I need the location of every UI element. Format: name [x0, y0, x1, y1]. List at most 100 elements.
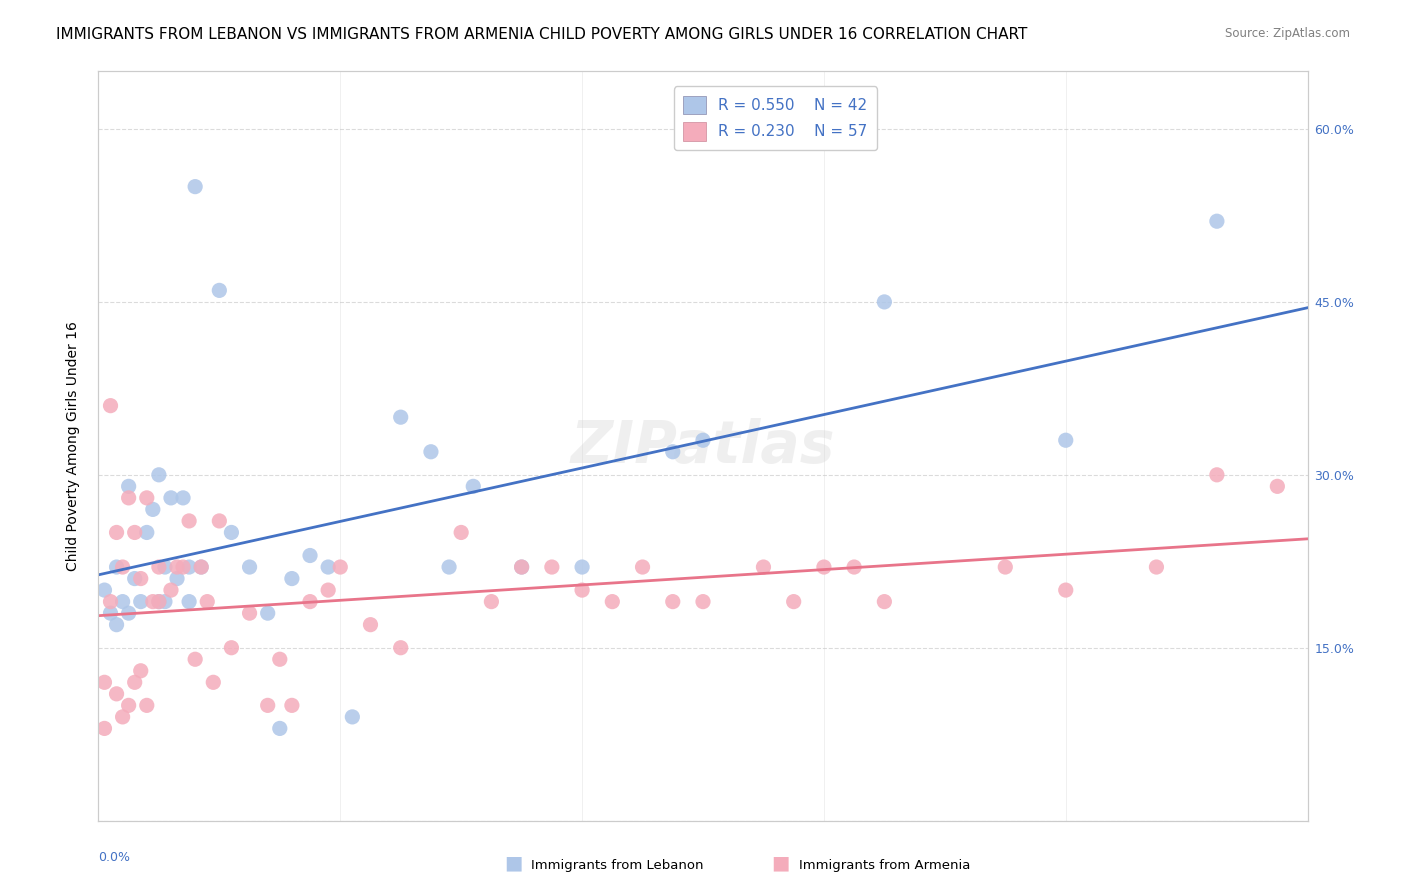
Point	[692, 594, 714, 608]
Legend: R = 0.550    N = 42, R = 0.230    N = 57: R = 0.550 N = 42, R = 0.230 N = 57	[675, 87, 877, 150]
Point	[783, 594, 806, 608]
Point	[1054, 583, 1077, 598]
Point	[100, 399, 122, 413]
Point	[873, 294, 896, 309]
Point	[844, 560, 866, 574]
Point	[420, 444, 443, 458]
Point	[239, 606, 262, 620]
Point	[221, 640, 243, 655]
Point	[463, 479, 485, 493]
Point	[602, 594, 624, 608]
Point	[129, 664, 152, 678]
Point	[166, 560, 188, 574]
Point	[118, 479, 141, 493]
Point	[329, 560, 352, 574]
Point	[118, 698, 141, 713]
Point	[873, 594, 896, 608]
Point	[208, 284, 231, 298]
Point	[179, 560, 201, 574]
Point	[1206, 214, 1229, 228]
Point	[105, 687, 128, 701]
Point	[360, 617, 382, 632]
Point	[752, 560, 775, 574]
Point	[202, 675, 225, 690]
Point	[142, 502, 165, 516]
Point	[118, 491, 141, 505]
Point	[299, 594, 322, 608]
Point	[135, 698, 157, 713]
Point	[221, 525, 243, 540]
Point	[813, 560, 835, 574]
Point	[184, 652, 207, 666]
Point	[153, 560, 176, 574]
Point	[160, 583, 183, 598]
Point	[124, 525, 146, 540]
Text: ZIPatlas: ZIPatlas	[571, 417, 835, 475]
Point	[100, 594, 122, 608]
Point	[994, 560, 1017, 574]
Point	[1054, 434, 1077, 448]
Point	[389, 640, 412, 655]
Point	[299, 549, 322, 563]
Point	[111, 710, 134, 724]
Point	[148, 594, 170, 608]
Point	[1267, 479, 1289, 493]
Point	[342, 710, 364, 724]
Text: Immigrants from Armenia: Immigrants from Armenia	[799, 859, 970, 872]
Point	[105, 560, 128, 574]
Point	[93, 675, 115, 690]
Point	[571, 560, 593, 574]
Point	[148, 467, 170, 482]
Text: ■: ■	[770, 854, 790, 872]
Point	[281, 698, 304, 713]
Point	[269, 652, 291, 666]
Point	[135, 491, 157, 505]
Point	[316, 560, 339, 574]
Point	[105, 525, 128, 540]
Point	[118, 606, 141, 620]
Point	[510, 560, 533, 574]
Point	[105, 617, 128, 632]
Point	[437, 560, 460, 574]
Y-axis label: Child Poverty Among Girls Under 16: Child Poverty Among Girls Under 16	[66, 321, 80, 571]
Point	[316, 583, 339, 598]
Point	[179, 594, 201, 608]
Point	[135, 525, 157, 540]
Point	[190, 560, 212, 574]
Text: 0.0%: 0.0%	[98, 851, 131, 863]
Point	[571, 583, 593, 598]
Point	[184, 179, 207, 194]
Point	[269, 722, 291, 736]
Point	[148, 560, 170, 574]
Point	[160, 491, 183, 505]
Point	[661, 594, 683, 608]
Point	[93, 722, 115, 736]
Point	[1144, 560, 1167, 574]
Point	[389, 410, 412, 425]
Point	[172, 491, 194, 505]
Point	[129, 594, 152, 608]
Point	[124, 572, 146, 586]
Text: ■: ■	[503, 854, 523, 872]
Point	[111, 560, 134, 574]
Text: Source: ZipAtlas.com: Source: ZipAtlas.com	[1225, 27, 1350, 40]
Point	[540, 560, 562, 574]
Point	[172, 560, 194, 574]
Point	[179, 514, 201, 528]
Point	[93, 583, 115, 598]
Point	[239, 560, 262, 574]
Point	[510, 560, 533, 574]
Point	[481, 594, 503, 608]
Point	[111, 594, 134, 608]
Point	[166, 572, 188, 586]
Text: IMMIGRANTS FROM LEBANON VS IMMIGRANTS FROM ARMENIA CHILD POVERTY AMONG GIRLS UND: IMMIGRANTS FROM LEBANON VS IMMIGRANTS FR…	[56, 27, 1028, 42]
Point	[208, 514, 231, 528]
Point	[661, 444, 683, 458]
Point	[153, 594, 176, 608]
Point	[692, 434, 714, 448]
Point	[256, 698, 278, 713]
Point	[190, 560, 212, 574]
Point	[142, 594, 165, 608]
Point	[281, 572, 304, 586]
Point	[450, 525, 472, 540]
